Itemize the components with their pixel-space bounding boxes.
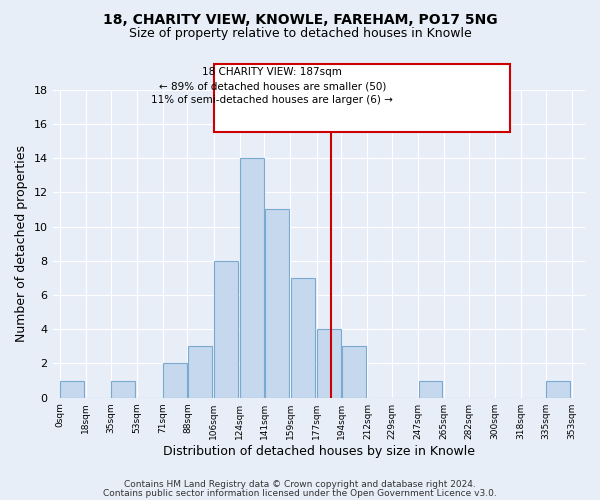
Bar: [163, 364, 187, 398]
Text: ← 89% of detached houses are smaller (50): ← 89% of detached houses are smaller (50…: [158, 81, 386, 91]
Text: 18, CHARITY VIEW, KNOWLE, FAREHAM, PO17 5NG: 18, CHARITY VIEW, KNOWLE, FAREHAM, PO17 …: [103, 12, 497, 26]
Bar: [60, 380, 84, 398]
Text: Size of property relative to detached houses in Knowle: Size of property relative to detached ho…: [128, 28, 472, 40]
Bar: [317, 329, 341, 398]
Text: Contains public sector information licensed under the Open Government Licence v3: Contains public sector information licen…: [103, 489, 497, 498]
Bar: [188, 346, 212, 398]
Bar: [419, 380, 442, 398]
X-axis label: Distribution of detached houses by size in Knowle: Distribution of detached houses by size …: [163, 444, 475, 458]
Bar: [341, 346, 365, 398]
Bar: [546, 380, 570, 398]
Y-axis label: Number of detached properties: Number of detached properties: [15, 145, 28, 342]
FancyBboxPatch shape: [214, 64, 509, 132]
Text: 11% of semi-detached houses are larger (6) →: 11% of semi-detached houses are larger (…: [151, 95, 393, 105]
Text: 18 CHARITY VIEW: 187sqm: 18 CHARITY VIEW: 187sqm: [202, 68, 342, 78]
Bar: [291, 278, 315, 398]
Text: Contains HM Land Registry data © Crown copyright and database right 2024.: Contains HM Land Registry data © Crown c…: [124, 480, 476, 489]
Bar: [111, 380, 135, 398]
Bar: [240, 158, 264, 398]
Bar: [214, 261, 238, 398]
Bar: [265, 210, 289, 398]
